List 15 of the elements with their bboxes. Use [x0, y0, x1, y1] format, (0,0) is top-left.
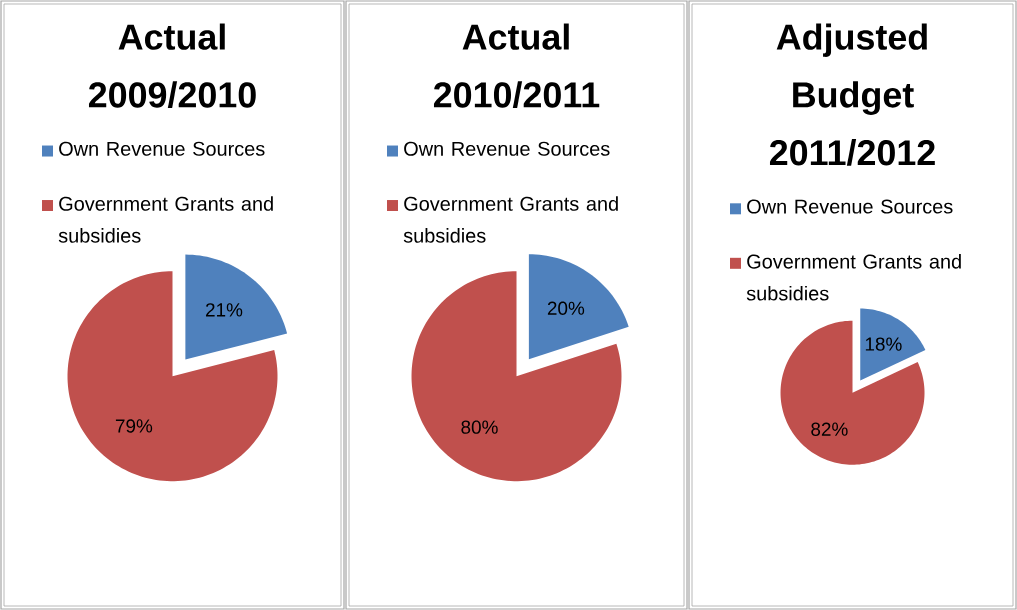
data-label: 79%: [115, 419, 153, 433]
chart-title: Adjusted Budget 2011/2012: [769, 23, 935, 166]
data-label: 82%: [811, 422, 848, 436]
legend-label: Own Revenue Sources: [59, 141, 265, 156]
legend-label: Government Grants and subsidies: [58, 196, 273, 243]
legend-label: Own Revenue Sources: [404, 141, 610, 156]
data-label: 18%: [865, 337, 902, 351]
chart-title: Actual 2009/2010: [88, 23, 256, 108]
chart-title: Actual 2010/2011: [433, 23, 600, 108]
data-label: 21%: [206, 303, 243, 317]
legend-label: Own Revenue Sources: [747, 199, 953, 214]
legend-label: Government Grants and subsidies: [403, 196, 618, 243]
data-label: 20%: [547, 301, 585, 315]
data-label: 80%: [461, 420, 498, 434]
legend-label: Government Grants and subsidies: [746, 254, 961, 301]
